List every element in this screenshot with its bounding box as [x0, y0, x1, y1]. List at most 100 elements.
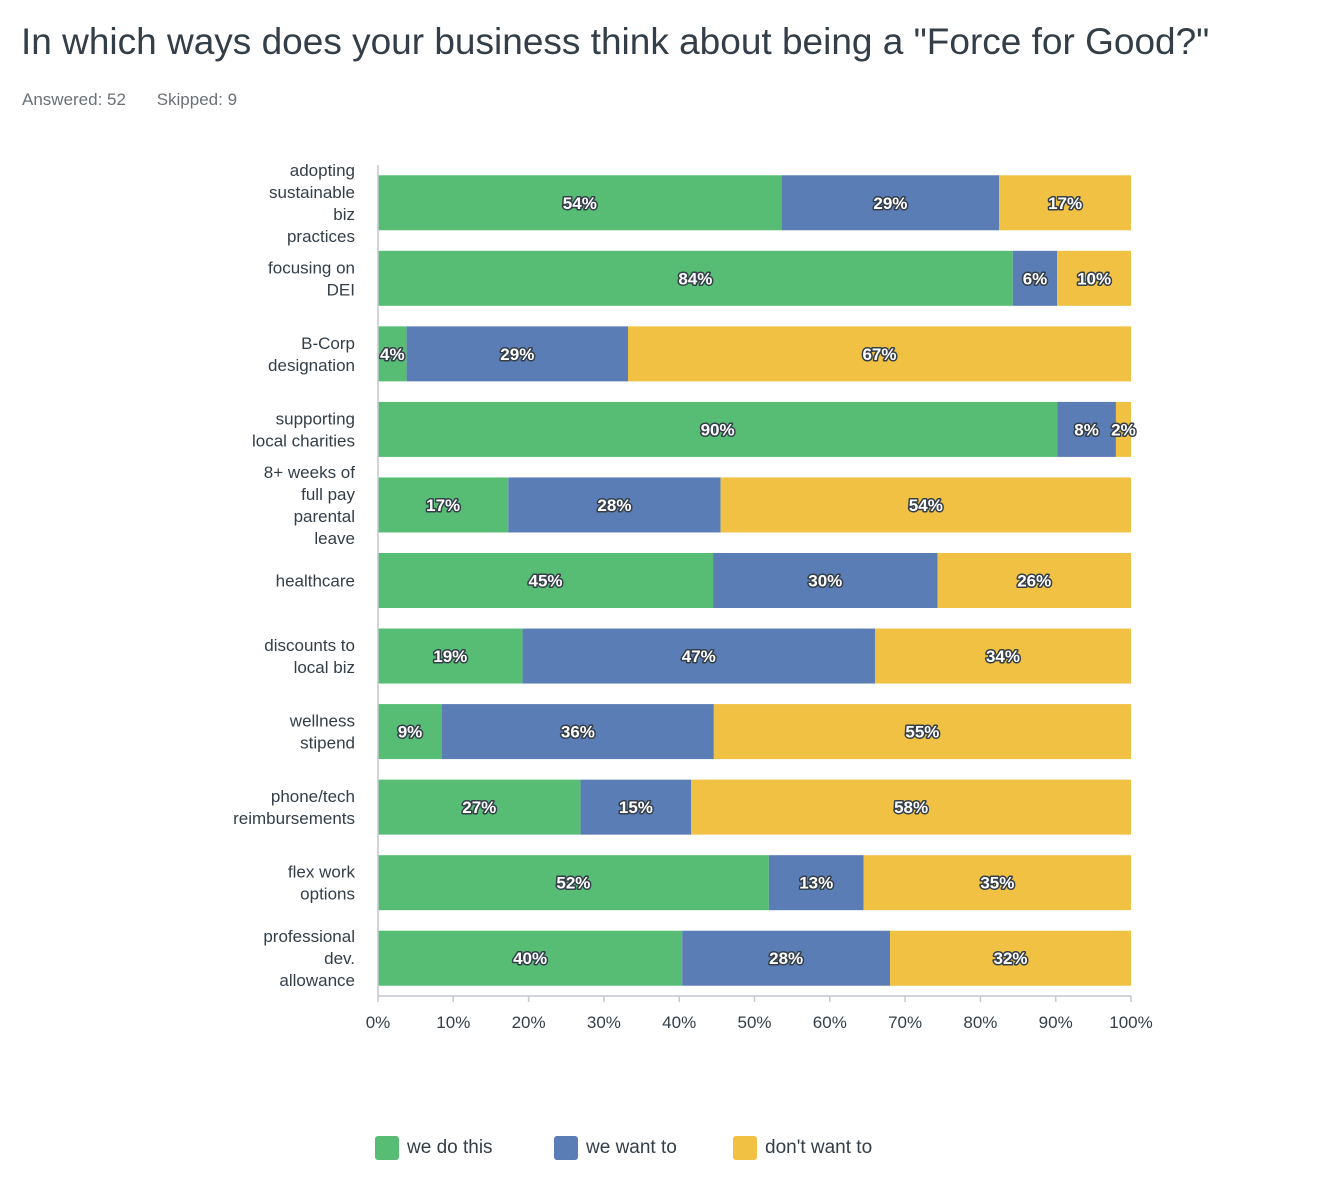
data-label: 29% — [873, 194, 907, 213]
category-label: B-Corp designation — [268, 334, 355, 375]
data-label: 58% — [894, 798, 928, 817]
bar-segment — [691, 779, 1131, 835]
data-label: 90% — [701, 420, 735, 439]
category-label: discounts to local biz — [264, 636, 355, 677]
bar-segment — [863, 855, 1131, 911]
category-label: flex work options — [288, 863, 356, 904]
legend-label-we-do-this: we do this — [407, 1137, 493, 1158]
data-label: 29% — [500, 345, 534, 364]
category-label: adopting sustainable biz practices — [269, 161, 355, 246]
bar-segment — [1057, 401, 1116, 457]
legend-item-we-do-this[interactable]: we do this — [375, 1136, 493, 1160]
data-label: 84% — [678, 269, 712, 288]
legend-label-we-want-to: we want to — [586, 1137, 677, 1158]
data-label: 28% — [597, 496, 631, 515]
data-label: 40% — [513, 949, 547, 968]
skipped-count: Skipped: 9 — [156, 90, 238, 109]
answered-count: Answered: 52 — [22, 90, 126, 109]
data-label: 27% — [462, 798, 496, 817]
bar-segment — [627, 326, 1131, 382]
data-label: 6% — [1023, 269, 1048, 288]
category-label: healthcare — [276, 572, 355, 591]
bar-segment — [713, 553, 938, 608]
category-label: focusing on DEI — [268, 258, 355, 299]
data-label: 32% — [994, 949, 1028, 968]
data-label: 55% — [905, 723, 939, 742]
data-label: 17% — [426, 496, 460, 515]
data-label: 54% — [563, 194, 597, 213]
x-tick-label: 30% — [587, 1013, 621, 1032]
bar-segment — [890, 930, 1131, 986]
bar-segment — [378, 704, 443, 760]
data-label: 47% — [682, 647, 716, 666]
stacked-bar-chart: 54% 29% 17% adopting sustainable biz practices… — [233, 161, 1153, 1032]
bar-segment — [378, 175, 782, 231]
data-label: 52% — [556, 874, 590, 893]
bar-segment — [378, 553, 714, 608]
x-tick-label: 20% — [512, 1013, 546, 1032]
category-label: wellness stipend — [289, 712, 355, 753]
data-label: 9% — [398, 723, 423, 742]
category-label: professional dev. allowance — [263, 927, 355, 990]
data-label: 2% — [1111, 420, 1136, 439]
bar-segment — [378, 250, 1013, 306]
data-label: 54% — [909, 496, 943, 515]
bar-segment — [999, 175, 1131, 231]
data-label: 34% — [986, 647, 1020, 666]
legend-item-we-want-to[interactable]: we want to — [554, 1136, 677, 1160]
bar-segment — [522, 628, 875, 684]
data-label: 45% — [529, 572, 563, 591]
data-label: 30% — [808, 572, 842, 591]
bar-segment — [442, 704, 714, 760]
bar-segment — [1012, 250, 1058, 306]
bar-segment — [781, 175, 1000, 231]
x-tick-label: 60% — [813, 1013, 847, 1032]
bar-segment — [768, 855, 864, 911]
legend-swatch-we-do-this — [375, 1136, 399, 1160]
category-label: 8+ weeks of full pay parental leave — [264, 463, 356, 548]
bar-segment — [720, 477, 1131, 533]
bar-segment — [580, 779, 692, 835]
legend-item-dont-want-to[interactable]: don't want to — [733, 1136, 872, 1160]
bar-segment — [874, 628, 1131, 684]
page-title: In which ways does your business think a… — [21, 21, 1210, 62]
data-label: 36% — [561, 723, 595, 742]
legend-label-dont-want-to: don't want to — [765, 1137, 873, 1158]
data-label: 4% — [380, 345, 405, 364]
category-label: supporting local charities — [252, 409, 355, 450]
data-label: 15% — [619, 798, 653, 817]
response-stats: Answered: 52 Skipped: 9 — [22, 90, 263, 110]
data-label: 35% — [980, 874, 1014, 893]
data-label: 13% — [799, 874, 833, 893]
bar-segment — [378, 628, 523, 684]
bar-segment — [378, 326, 407, 382]
data-label: 28% — [769, 949, 803, 968]
category-label: phone/tech reimbursements — [233, 787, 355, 828]
bar-segment — [508, 477, 721, 533]
chart-legend: we do this we want to don't want to — [0, 1136, 1342, 1166]
data-label: 19% — [433, 647, 467, 666]
data-label: 26% — [1017, 572, 1051, 591]
bar-segment — [378, 477, 509, 533]
data-label: 8% — [1074, 420, 1099, 439]
x-tick-label: 70% — [888, 1013, 922, 1032]
bar-segment — [937, 553, 1131, 608]
bar-segment — [1115, 401, 1131, 457]
bar-segment — [378, 401, 1058, 457]
x-tick-label: 80% — [963, 1013, 997, 1032]
x-tick-label: 50% — [737, 1013, 771, 1032]
data-label: 10% — [1077, 269, 1111, 288]
legend-swatch-dont-want-to — [733, 1136, 757, 1160]
x-tick-label: 90% — [1039, 1013, 1073, 1032]
x-tick-label: 0% — [366, 1013, 391, 1032]
bar-segment — [713, 704, 1131, 760]
legend-swatch-we-want-to — [554, 1136, 578, 1160]
bar-segment — [682, 930, 891, 986]
bar-segment — [406, 326, 628, 382]
x-tick-label: 10% — [436, 1013, 470, 1032]
data-label: 17% — [1048, 194, 1082, 213]
x-tick-label: 40% — [662, 1013, 696, 1032]
bar-segment — [1057, 250, 1131, 306]
data-label: 67% — [862, 345, 896, 364]
bar-segment — [378, 930, 683, 986]
